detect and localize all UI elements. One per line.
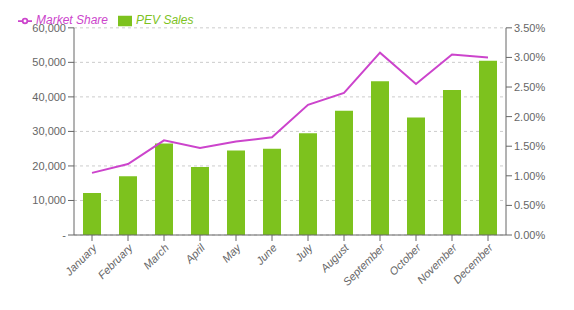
svg-text:50,000: 50,000 (32, 56, 66, 68)
svg-text:1.00%: 1.00% (514, 170, 545, 182)
svg-text:April: April (182, 241, 207, 266)
svg-text:1.50%: 1.50% (514, 140, 545, 152)
svg-text:2.00%: 2.00% (514, 111, 545, 123)
svg-text:20,000: 20,000 (32, 160, 66, 172)
svg-text:September: September (340, 241, 387, 288)
svg-text:10,000: 10,000 (32, 194, 66, 206)
svg-text:3.50%: 3.50% (514, 22, 545, 34)
svg-text:February: February (95, 240, 136, 281)
svg-text:July: July (292, 240, 316, 264)
svg-text:3.00%: 3.00% (514, 51, 545, 63)
svg-text:June: June (253, 241, 279, 267)
svg-text:-: - (62, 229, 66, 241)
svg-text:40,000: 40,000 (32, 91, 66, 103)
svg-text:May: May (220, 240, 244, 264)
svg-text:October: October (387, 241, 424, 278)
svg-text:60,000: 60,000 (32, 22, 66, 34)
svg-text:0.50%: 0.50% (514, 199, 545, 211)
svg-text:August: August (318, 241, 352, 275)
svg-text:December: December (451, 241, 496, 286)
svg-text:30,000: 30,000 (32, 125, 66, 137)
svg-text:0.00%: 0.00% (514, 229, 545, 241)
svg-text:2.50%: 2.50% (514, 81, 545, 93)
svg-text:March: March (141, 241, 171, 271)
